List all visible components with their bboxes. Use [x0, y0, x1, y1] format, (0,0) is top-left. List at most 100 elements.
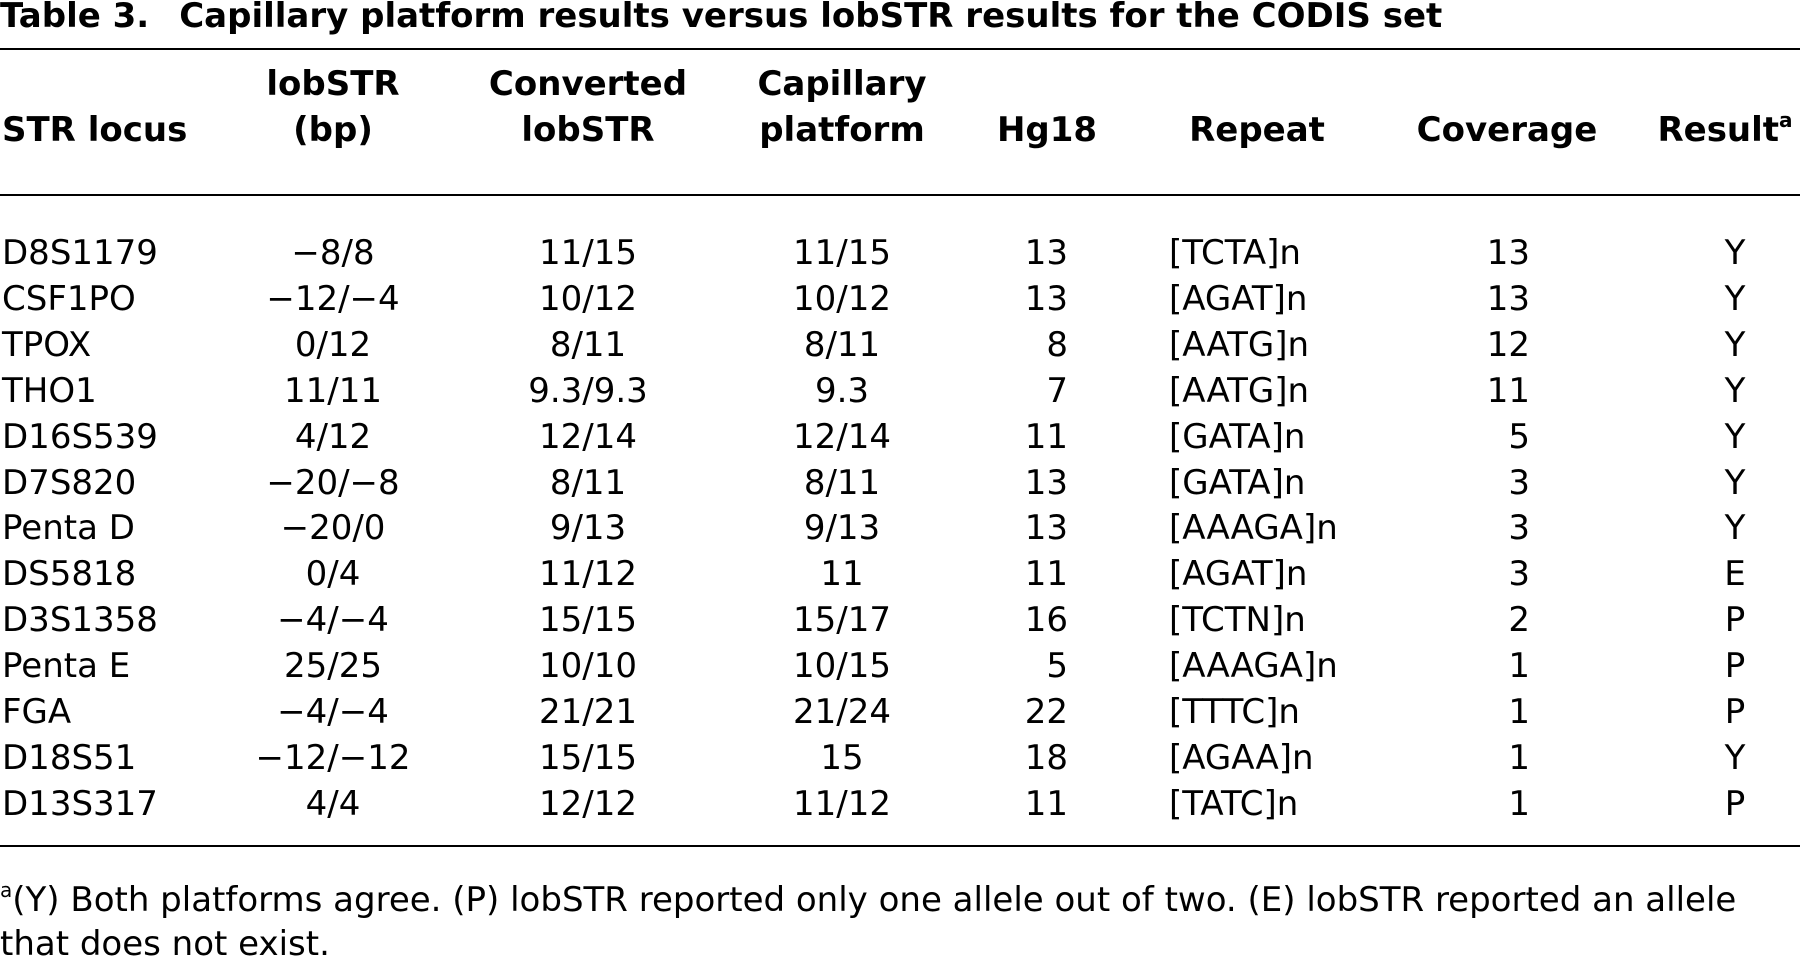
table-cell: [GATA]n [1169, 462, 1306, 503]
table-cell: Y [1724, 737, 1746, 778]
top-rule [0, 48, 1800, 50]
table-cell: 9.3 [814, 370, 870, 411]
header-rule [0, 194, 1800, 196]
table-cell: 13 [1024, 233, 1068, 273]
table-cell: [TCTA]n [1169, 233, 1301, 273]
column-header: (bp) [293, 110, 373, 150]
table-cell: 13 [1024, 278, 1068, 319]
table-cell: 0/4 [305, 554, 361, 595]
table-cell: [TTTC]n [1169, 692, 1300, 732]
column-header: platform [759, 110, 925, 150]
table-cell: 3 [1508, 554, 1530, 595]
column-header: Resulta [1525, 110, 1800, 150]
table-cell: 10/10 [539, 646, 637, 687]
table-cell: D16S539 [2, 416, 158, 457]
footnote-text: (Y) Both platforms agree. (P) lobSTR rep… [0, 880, 1737, 959]
table-cell: −20/0 [280, 508, 386, 549]
table-cell: P [1724, 600, 1746, 641]
table-cell: Y [1724, 278, 1746, 319]
table-cell: FGA [2, 692, 72, 732]
table-cell: Y [1724, 416, 1746, 457]
table-cell: 1 [1508, 737, 1530, 778]
table-cell: [AGAT]n [1169, 278, 1308, 319]
table-cell: TPOX [2, 324, 92, 365]
bottom-rule [0, 845, 1800, 847]
table-cell: D7S820 [2, 462, 137, 503]
table-cell: E [1724, 554, 1746, 595]
table-cell: 11/15 [539, 233, 637, 273]
table-cell: 5 [1508, 416, 1530, 457]
table-cell: 15/17 [793, 600, 891, 641]
table-cell: 22 [1024, 692, 1068, 732]
table-cell: 15/15 [539, 600, 637, 641]
table-cell: 1 [1508, 692, 1530, 732]
table-cell: 10/12 [793, 278, 891, 319]
table-cell: −12/−12 [255, 737, 411, 778]
table-cell: Y [1724, 233, 1746, 273]
header-text: Result [1657, 110, 1780, 150]
table-cell: 21/24 [793, 692, 891, 732]
table-cell: 7 [1046, 370, 1068, 411]
table-cell: 13 [1024, 462, 1068, 503]
table-cell: 8/11 [549, 324, 627, 365]
table-cell: 13 [1486, 233, 1530, 273]
table-cell: 11/15 [793, 233, 891, 273]
table-cell: P [1724, 646, 1746, 687]
table-cell: 8/11 [803, 462, 881, 503]
table-cell: −12/−4 [266, 278, 400, 319]
table-cell: 13 [1486, 278, 1530, 319]
column-header: lobSTR [521, 110, 655, 150]
table-cell: 1 [1508, 783, 1530, 824]
table-cell: −20/−8 [266, 462, 400, 503]
table-cell: D13S317 [2, 783, 158, 824]
column-header: Repeat [1189, 110, 1325, 150]
table-cell: 11 [1024, 783, 1068, 824]
table-cell: 5 [1046, 646, 1068, 687]
table-cell: D8S1179 [2, 233, 158, 273]
table-cell: P [1724, 783, 1746, 824]
table-cell: [AATG]n [1169, 370, 1310, 411]
column-header: Capillary [757, 64, 927, 104]
table-title: Capillary platform results versus lobSTR… [179, 0, 1443, 36]
table-cell: 12/14 [539, 416, 637, 457]
table-cell: DS5818 [2, 554, 137, 595]
table-cell: 11 [1024, 554, 1068, 595]
table-label: Table 3. [0, 0, 150, 36]
table-cell: 15/15 [539, 737, 637, 778]
table-cell: P [1724, 692, 1746, 732]
table-cell: 12 [1486, 324, 1530, 365]
table-cell: 11 [1486, 370, 1530, 411]
table-cell: [AAAGA]n [1169, 508, 1338, 549]
header-footnote-marker: a [1779, 108, 1793, 132]
column-header: lobSTR [266, 64, 400, 104]
column-header: STR locus [2, 110, 188, 150]
table-cell: 9/13 [549, 508, 627, 549]
table-cell: 4/4 [305, 783, 361, 824]
column-header: Hg18 [996, 110, 1098, 150]
table-cell: 11/12 [793, 783, 891, 824]
table-cell: 4/12 [294, 416, 372, 457]
table-cell: [AATG]n [1169, 324, 1310, 365]
table-cell: 8/11 [549, 462, 627, 503]
table-cell: [TATC]n [1169, 783, 1299, 824]
table-cell: 9.3/9.3 [528, 370, 648, 411]
footnote: a(Y) Both platforms agree. (P) lobSTR re… [0, 878, 1760, 959]
table-cell: Y [1724, 370, 1746, 411]
table-cell: 16 [1024, 600, 1068, 641]
table-cell: Penta D [2, 508, 135, 549]
table-cell: 10/15 [793, 646, 891, 687]
table-cell: 11 [1024, 416, 1068, 457]
table-cell: CSF1PO [2, 278, 136, 319]
table-cell: 11/12 [539, 554, 637, 595]
table-cell: 21/21 [539, 692, 637, 732]
column-header: Coverage [1416, 110, 1598, 150]
table-cell: [GATA]n [1169, 416, 1306, 457]
table-cell: 12/14 [793, 416, 891, 457]
table-cell: 3 [1508, 508, 1530, 549]
column-header: Converted [488, 64, 688, 104]
table-cell: Y [1724, 508, 1746, 549]
table-cell: 0/12 [294, 324, 372, 365]
table-cell: D3S1358 [2, 600, 158, 641]
table-cell: 18 [1024, 737, 1068, 778]
